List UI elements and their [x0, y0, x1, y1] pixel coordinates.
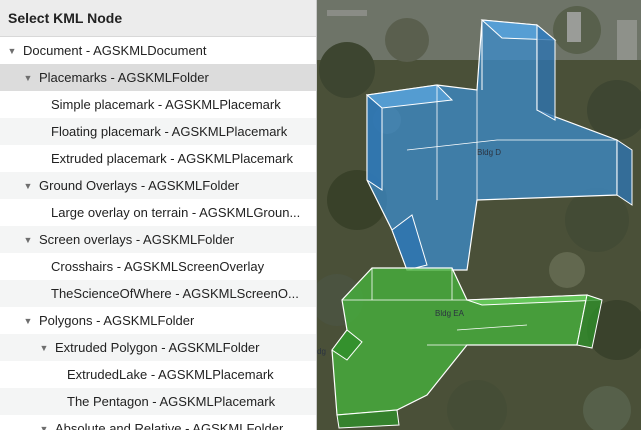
tree-node-label: Screen overlays - AGSKMLFolder	[39, 232, 235, 247]
disclosure-triangle-down-icon[interactable]: ▼	[23, 234, 33, 245]
tree-node-label: The Pentagon - AGSKMLPlacemark	[67, 394, 276, 409]
sidebar-header: Select KML Node	[0, 0, 316, 37]
tree-node-label: TheScienceOfWhere - AGSKMLScreenO...	[51, 286, 299, 301]
split-divider[interactable]	[316, 0, 317, 430]
tree-node-label: ExtrudedLake - AGSKMLPlacemark	[67, 367, 274, 382]
disclosure-triangle-down-icon[interactable]: ▼	[39, 423, 49, 430]
tree-node-label: Floating placemark - AGSKMLPlacemark	[51, 124, 288, 139]
tree-node-label: Placemarks - AGSKMLFolder	[39, 70, 209, 85]
satellite-imagery	[317, 0, 641, 430]
tree-node-ground-overlays[interactable]: ▼ Ground Overlays - AGSKMLFolder	[0, 172, 316, 199]
sidebar-title: Select KML Node	[8, 10, 123, 26]
building-label-d: Bldg D	[477, 148, 502, 157]
tree-node-extruded-polygon[interactable]: ▼ Extruded Polygon - AGSKMLFolder	[0, 334, 316, 361]
tree-node-large-overlay[interactable]: Large overlay on terrain - AGSKMLGroun..…	[0, 199, 316, 226]
tree-node-label: Extruded placemark - AGSKMLPlacemark	[51, 151, 294, 166]
tree-node-floating-placemark[interactable]: Floating placemark - AGSKMLPlacemark	[0, 118, 316, 145]
tree-node-simple-placemark[interactable]: Simple placemark - AGSKMLPlacemark	[0, 91, 316, 118]
tree-node-absolute-relative[interactable]: ▼ Absolute and Relative - AGSKMLFolder	[0, 415, 316, 430]
tree-node-document[interactable]: ▼ Document - AGSKMLDocument	[0, 37, 316, 64]
tree-node-label: Extruded Polygon - AGSKMLFolder	[55, 340, 260, 355]
kml-node-sidebar: Select KML Node ▼ Document - AGSKMLDocum…	[0, 0, 316, 430]
building-label-ea: Bldg EA	[435, 309, 464, 318]
tree-node-label: Absolute and Relative - AGSKMLFolder	[55, 421, 284, 430]
tree-node-extruded-lake[interactable]: ExtrudedLake - AGSKMLPlacemark	[0, 361, 316, 388]
tree-node-label: Simple placemark - AGSKMLPlacemark	[51, 97, 281, 112]
disclosure-triangle-down-icon[interactable]: ▼	[23, 72, 33, 83]
tree-node-label: Document - AGSKMLDocument	[23, 43, 207, 58]
green-extruded-building	[331, 267, 603, 429]
tree-node-extruded-placemark[interactable]: Extruded placemark - AGSKMLPlacemark	[0, 145, 316, 172]
tree-node-placemarks[interactable]: ▼ Placemarks - AGSKMLFolder	[0, 64, 316, 91]
building-label-partial: dg	[317, 347, 326, 356]
disclosure-triangle-down-icon[interactable]: ▼	[23, 180, 33, 191]
tree-node-label: Polygons - AGSKMLFolder	[39, 313, 195, 328]
tree-node-label: Crosshairs - AGSKMLScreenOverlay	[51, 259, 265, 274]
tree-node-polygons[interactable]: ▼ Polygons - AGSKMLFolder	[0, 307, 316, 334]
tree-node-crosshairs[interactable]: Crosshairs - AGSKMLScreenOverlay	[0, 253, 316, 280]
tree-node-science-of-where[interactable]: TheScienceOfWhere - AGSKMLScreenO...	[0, 280, 316, 307]
tree-node-label: Large overlay on terrain - AGSKMLGroun..…	[51, 205, 301, 220]
disclosure-triangle-down-icon[interactable]: ▼	[39, 342, 49, 353]
tree-node-the-pentagon[interactable]: The Pentagon - AGSKMLPlacemark	[0, 388, 316, 415]
disclosure-triangle-down-icon[interactable]: ▼	[7, 45, 17, 56]
blue-extruded-building	[365, 19, 633, 271]
disclosure-triangle-down-icon[interactable]: ▼	[23, 315, 33, 326]
tree-node-screen-overlays[interactable]: ▼ Screen overlays - AGSKMLFolder	[0, 226, 316, 253]
scene-map-view[interactable]: Bldg D Bldg EA dg	[317, 0, 641, 430]
tree-node-label: Ground Overlays - AGSKMLFolder	[39, 178, 240, 193]
